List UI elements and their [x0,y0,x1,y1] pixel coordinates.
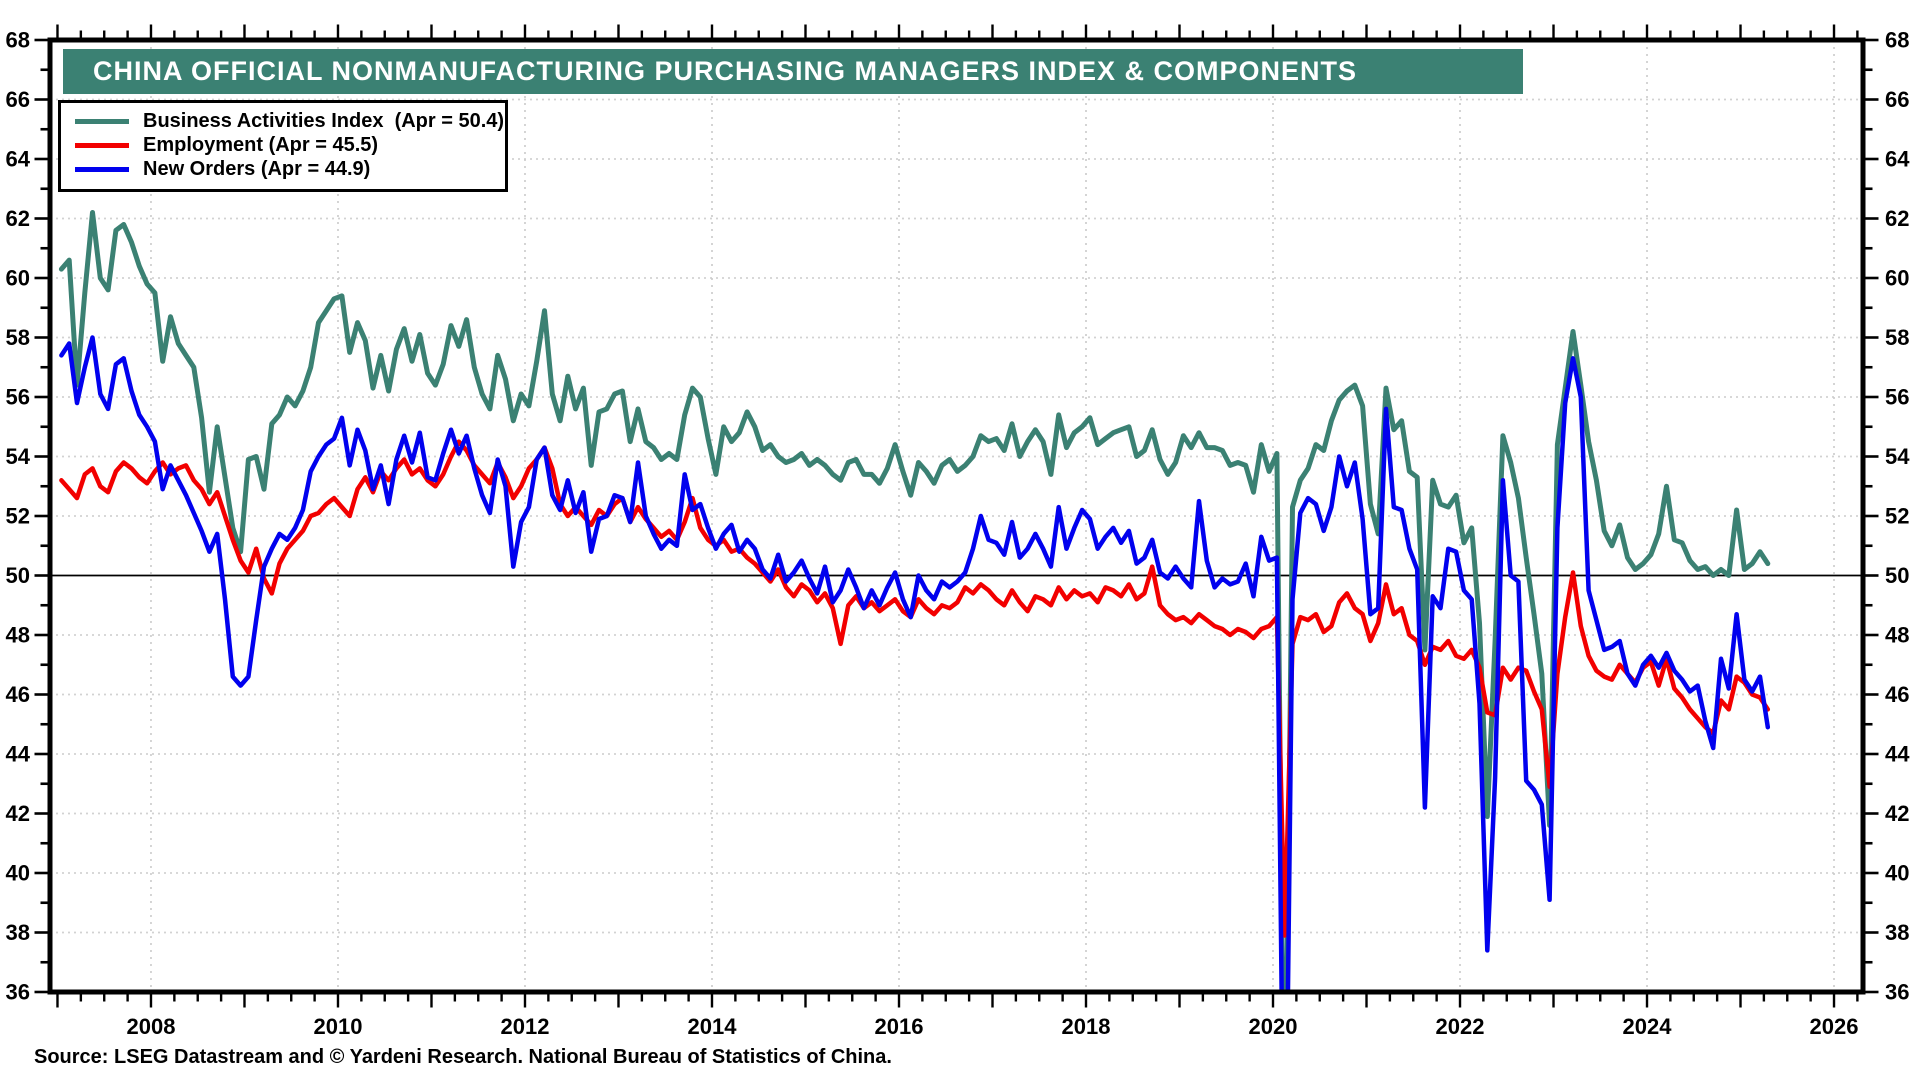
legend-label-new-orders: New Orders (Apr = 44.9) [143,157,371,180]
x-axis-label-2012: 2012 [501,1014,550,1039]
y-axis-label-right-52: 52 [1885,504,1909,529]
x-axis-label-2020: 2020 [1249,1014,1298,1039]
y-axis-label-left-40: 40 [6,861,30,886]
y-axis-label-right-50: 50 [1885,563,1909,588]
y-axis-label-right-42: 42 [1885,801,1909,826]
x-axis-label-2022: 2022 [1436,1014,1485,1039]
y-axis-label-left-54: 54 [6,444,31,469]
legend-item-business-activities: Business Activities Index (Apr = 50.4) [75,109,504,133]
y-axis-label-left-48: 48 [6,623,30,648]
y-axis-label-right-66: 66 [1885,87,1909,112]
x-axis-label-2026: 2026 [1810,1014,1859,1039]
y-axis-label-right-46: 46 [1885,682,1909,707]
y-axis-label-left-50: 50 [6,563,30,588]
series-line-business-activities-index [58,210,1771,990]
x-axis-label-2008: 2008 [127,1014,176,1039]
y-axis-label-left-42: 42 [6,801,30,826]
x-axis-label-2014: 2014 [688,1014,738,1039]
x-axis-label-2010: 2010 [314,1014,363,1039]
y-axis-label-left-56: 56 [6,385,30,410]
y-axis-label-left-46: 46 [6,682,30,707]
y-axis-label-left-62: 62 [6,206,30,231]
legend-item-new-orders: New Orders (Apr = 44.9) [75,157,497,181]
y-axis-label-left-66: 66 [6,87,30,112]
y-axis-label-left-64: 64 [6,147,31,172]
y-axis-label-right-44: 44 [1885,742,1910,767]
chart-title-banner: CHINA OFFICIAL NONMANUFACTURING PURCHASI… [63,49,1523,94]
y-axis-label-right-48: 48 [1885,623,1909,648]
y-axis-label-left-58: 58 [6,325,30,350]
legend-swatch-business-activities-icon [75,118,129,124]
legend-swatch-new-orders-icon [75,166,129,172]
x-axis-label-2018: 2018 [1062,1014,1111,1039]
y-axis-label-right-60: 60 [1885,266,1909,291]
y-axis-label-left-36: 36 [6,980,30,1005]
series-line-new-orders [59,335,1771,990]
y-axis-label-right-58: 58 [1885,325,1909,350]
y-axis-label-left-68: 68 [6,28,30,53]
legend-swatch-employment-icon [75,142,129,148]
y-axis-label-right-56: 56 [1885,385,1909,410]
y-axis-label-right-36: 36 [1885,980,1909,1005]
chart-title: CHINA OFFICIAL NONMANUFACTURING PURCHASI… [93,56,1358,86]
y-axis-label-left-38: 38 [6,920,30,945]
x-axis-label-2024: 2024 [1623,1014,1673,1039]
y-axis-label-right-68: 68 [1885,28,1909,53]
y-axis-label-right-62: 62 [1885,206,1909,231]
x-axis-label-2016: 2016 [875,1014,924,1039]
legend-label-business-activities: Business Activities Index (Apr = 50.4) [143,109,505,132]
source-note: Source: LSEG Datastream and © Yardeni Re… [34,1046,892,1068]
y-axis-label-right-64: 64 [1885,147,1910,172]
legend-label-employment: Employment (Apr = 45.5) [143,133,379,156]
y-axis-label-left-60: 60 [6,266,30,291]
y-axis-label-left-44: 44 [6,742,31,767]
y-axis-label-right-40: 40 [1885,861,1909,886]
y-axis-label-right-38: 38 [1885,920,1909,945]
y-axis-label-right-54: 54 [1885,444,1910,469]
y-axis-label-left-52: 52 [6,504,30,529]
legend-box: Business Activities Index (Apr = 50.4) E… [58,100,508,192]
legend-item-employment: Employment (Apr = 45.5) [75,133,497,157]
plot-frame [47,37,1866,995]
